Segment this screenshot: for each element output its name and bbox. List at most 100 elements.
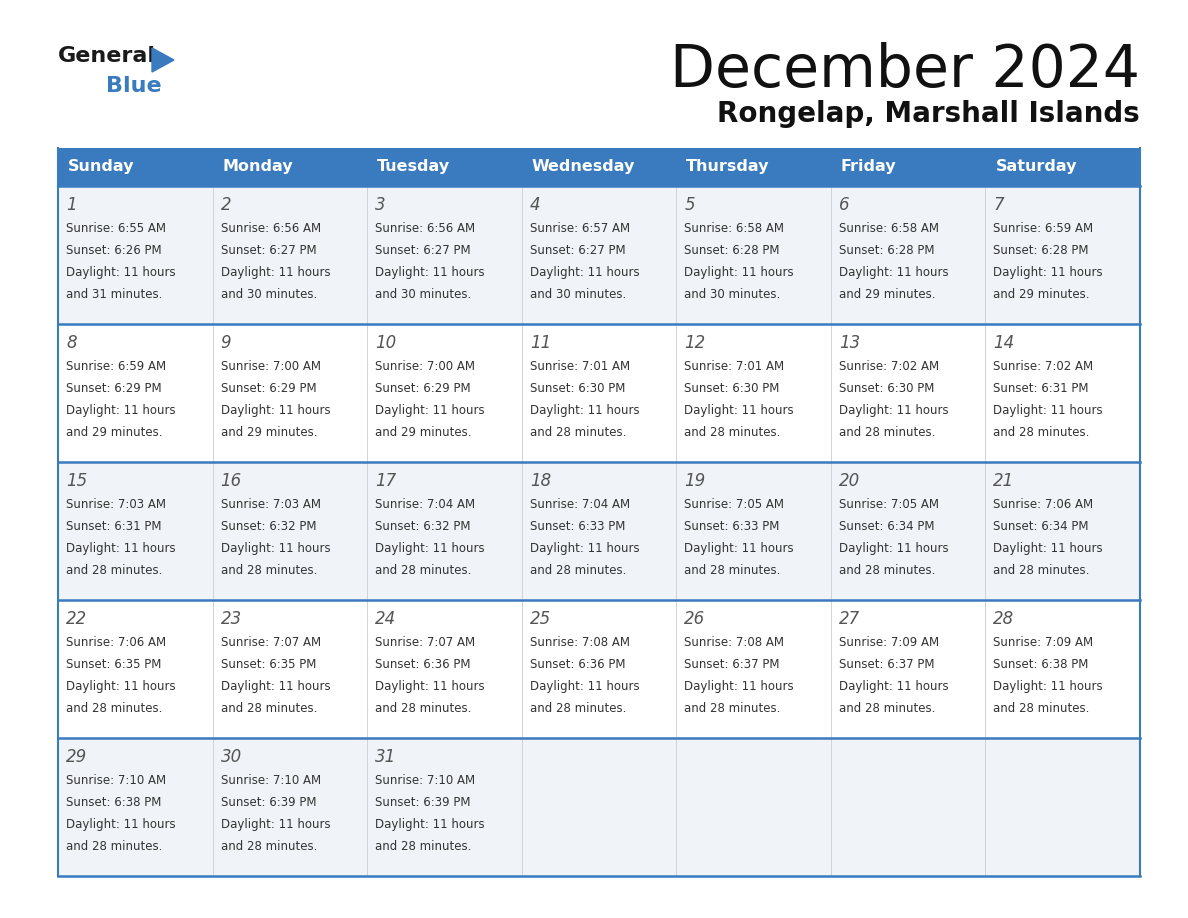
Text: Wednesday: Wednesday [532, 160, 636, 174]
Text: 3: 3 [375, 196, 386, 214]
Text: Daylight: 11 hours: Daylight: 11 hours [839, 266, 948, 279]
Text: and 28 minutes.: and 28 minutes. [67, 840, 163, 853]
Text: 26: 26 [684, 610, 706, 628]
Bar [985, 186, 1140, 324]
Text: Sunset: 6:30 PM: Sunset: 6:30 PM [530, 382, 625, 395]
Bar [522, 462, 676, 600]
Text: Sunset: 6:37 PM: Sunset: 6:37 PM [684, 658, 779, 671]
Text: and 30 minutes.: and 30 minutes. [221, 288, 317, 301]
Text: Sunset: 6:34 PM: Sunset: 6:34 PM [839, 520, 934, 533]
Bar [830, 462, 985, 600]
Text: Thursday: Thursday [687, 160, 770, 174]
Text: 19: 19 [684, 472, 706, 490]
Text: Daylight: 11 hours: Daylight: 11 hours [375, 266, 485, 279]
Text: Sunset: 6:32 PM: Sunset: 6:32 PM [375, 520, 470, 533]
Text: Sunrise: 7:07 AM: Sunrise: 7:07 AM [375, 636, 475, 649]
Text: and 28 minutes.: and 28 minutes. [530, 564, 626, 577]
Text: and 28 minutes.: and 28 minutes. [993, 564, 1089, 577]
Bar [213, 148, 367, 186]
Text: Blue: Blue [106, 76, 162, 96]
Text: Sunset: 6:36 PM: Sunset: 6:36 PM [530, 658, 625, 671]
Bar [58, 148, 213, 186]
Text: 4: 4 [530, 196, 541, 214]
Text: 6: 6 [839, 196, 849, 214]
Text: and 28 minutes.: and 28 minutes. [839, 426, 935, 439]
Bar [367, 738, 522, 876]
Bar [522, 738, 676, 876]
Text: Daylight: 11 hours: Daylight: 11 hours [221, 818, 330, 831]
Text: 1: 1 [67, 196, 76, 214]
Bar [676, 600, 830, 738]
Bar [676, 462, 830, 600]
Bar [213, 738, 367, 876]
Text: Daylight: 11 hours: Daylight: 11 hours [67, 542, 176, 555]
Text: 30: 30 [221, 748, 242, 766]
Text: Daylight: 11 hours: Daylight: 11 hours [530, 404, 639, 417]
Bar [830, 600, 985, 738]
Text: Daylight: 11 hours: Daylight: 11 hours [67, 680, 176, 693]
Text: Sunrise: 7:00 AM: Sunrise: 7:00 AM [221, 360, 321, 373]
Text: Sunset: 6:35 PM: Sunset: 6:35 PM [221, 658, 316, 671]
Bar [367, 148, 522, 186]
Text: Daylight: 11 hours: Daylight: 11 hours [684, 680, 794, 693]
Text: 22: 22 [67, 610, 87, 628]
Text: Daylight: 11 hours: Daylight: 11 hours [839, 404, 948, 417]
Text: 28: 28 [993, 610, 1015, 628]
Text: 23: 23 [221, 610, 242, 628]
Text: and 31 minutes.: and 31 minutes. [67, 288, 163, 301]
Text: Sunrise: 7:05 AM: Sunrise: 7:05 AM [684, 498, 784, 511]
Text: and 30 minutes.: and 30 minutes. [684, 288, 781, 301]
Text: Daylight: 11 hours: Daylight: 11 hours [684, 542, 794, 555]
Text: and 28 minutes.: and 28 minutes. [530, 702, 626, 715]
Text: Sunrise: 7:08 AM: Sunrise: 7:08 AM [684, 636, 784, 649]
Text: General: General [58, 46, 156, 66]
Text: and 28 minutes.: and 28 minutes. [375, 564, 472, 577]
Text: 7: 7 [993, 196, 1004, 214]
Text: and 28 minutes.: and 28 minutes. [221, 840, 317, 853]
Text: 17: 17 [375, 472, 397, 490]
Text: 14: 14 [993, 334, 1015, 352]
Text: Sunset: 6:28 PM: Sunset: 6:28 PM [684, 244, 779, 257]
Text: and 28 minutes.: and 28 minutes. [375, 702, 472, 715]
Text: Sunset: 6:37 PM: Sunset: 6:37 PM [839, 658, 934, 671]
Text: and 30 minutes.: and 30 minutes. [530, 288, 626, 301]
Text: Sunday: Sunday [68, 160, 134, 174]
Text: Sunrise: 7:00 AM: Sunrise: 7:00 AM [375, 360, 475, 373]
Bar [522, 600, 676, 738]
Text: Sunset: 6:29 PM: Sunset: 6:29 PM [67, 382, 162, 395]
Text: 5: 5 [684, 196, 695, 214]
Text: 2: 2 [221, 196, 232, 214]
Text: Sunset: 6:28 PM: Sunset: 6:28 PM [839, 244, 934, 257]
Text: December 2024: December 2024 [670, 42, 1140, 99]
Bar [213, 324, 367, 462]
Bar [985, 462, 1140, 600]
Bar [676, 324, 830, 462]
Text: Daylight: 11 hours: Daylight: 11 hours [530, 266, 639, 279]
Text: Sunrise: 7:05 AM: Sunrise: 7:05 AM [839, 498, 939, 511]
Text: Sunset: 6:32 PM: Sunset: 6:32 PM [221, 520, 316, 533]
Text: Sunset: 6:31 PM: Sunset: 6:31 PM [67, 520, 162, 533]
Bar [676, 738, 830, 876]
Text: Sunrise: 6:55 AM: Sunrise: 6:55 AM [67, 222, 166, 235]
Text: Sunrise: 7:02 AM: Sunrise: 7:02 AM [993, 360, 1093, 373]
Text: 15: 15 [67, 472, 87, 490]
Text: Monday: Monday [222, 160, 293, 174]
Text: Daylight: 11 hours: Daylight: 11 hours [839, 680, 948, 693]
Text: Daylight: 11 hours: Daylight: 11 hours [67, 818, 176, 831]
Text: 29: 29 [67, 748, 87, 766]
Text: Sunrise: 7:01 AM: Sunrise: 7:01 AM [530, 360, 630, 373]
Polygon shape [152, 48, 173, 72]
Bar [58, 324, 213, 462]
Bar [830, 738, 985, 876]
Text: Daylight: 11 hours: Daylight: 11 hours [67, 404, 176, 417]
Text: and 28 minutes.: and 28 minutes. [839, 702, 935, 715]
Bar [522, 324, 676, 462]
Text: Daylight: 11 hours: Daylight: 11 hours [221, 542, 330, 555]
Bar [985, 738, 1140, 876]
Bar [985, 600, 1140, 738]
Text: Sunrise: 7:08 AM: Sunrise: 7:08 AM [530, 636, 630, 649]
Text: Sunrise: 7:07 AM: Sunrise: 7:07 AM [221, 636, 321, 649]
Text: Sunrise: 7:09 AM: Sunrise: 7:09 AM [993, 636, 1093, 649]
Text: 20: 20 [839, 472, 860, 490]
Text: Sunrise: 6:57 AM: Sunrise: 6:57 AM [530, 222, 630, 235]
